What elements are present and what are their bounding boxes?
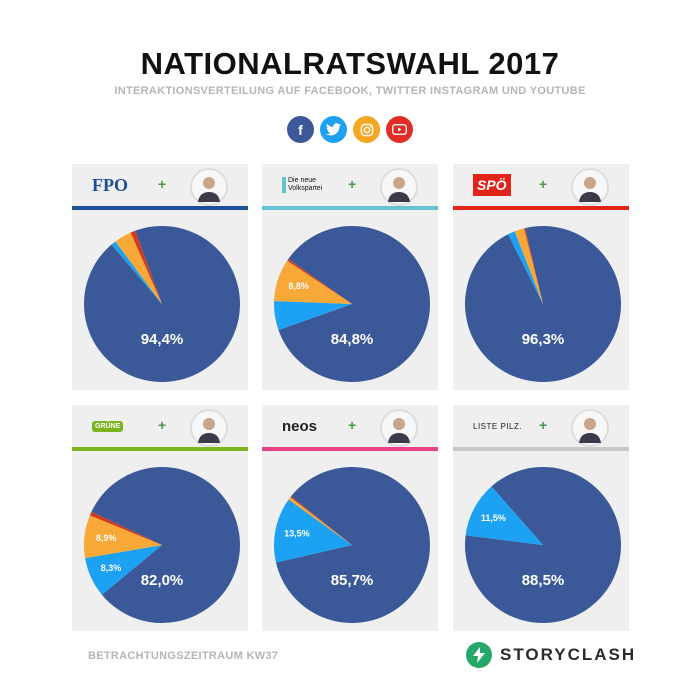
data-label-facebook: 84,8%	[331, 331, 374, 348]
data-label-facebook: 82,0%	[141, 572, 184, 589]
pie-slice-instagram	[288, 497, 352, 545]
pie-slice-twitter	[274, 301, 352, 330]
card-header: LISTE PILZ. +	[453, 405, 629, 447]
neos-logo: neos	[282, 417, 318, 435]
page-title: NATIONALRATSWAHL 2017	[140, 46, 560, 81]
plus-icon: +	[348, 417, 357, 433]
data-label-facebook: 96,3%	[522, 331, 565, 348]
plus-icon: +	[348, 176, 357, 192]
data-label-instagram: 8,8%	[288, 281, 309, 291]
card-header: SPÖ +	[453, 164, 629, 206]
pie-slice-youtube	[290, 496, 352, 545]
facebook-icon: f	[287, 116, 314, 143]
data-label-facebook: 94,4%	[141, 331, 184, 348]
social-icons: f	[0, 116, 700, 143]
pie-slice-twitter	[111, 241, 162, 304]
avatar	[380, 168, 418, 206]
party-logo: SPÖ	[473, 174, 511, 196]
pie-chart: 84,8% 8,8%	[274, 226, 430, 382]
pie-slice-instagram	[514, 228, 543, 304]
brand-logo: STORYCLASH	[466, 642, 636, 668]
party-color-stripe	[453, 206, 629, 210]
party-color-stripe	[262, 206, 438, 210]
card-header: GRÜNE +	[72, 405, 248, 447]
spoe-logo: SPÖ	[473, 174, 511, 196]
party-color-stripe	[72, 447, 248, 451]
data-label-instagram: 8,9%	[96, 533, 117, 543]
party-color-stripe	[262, 447, 438, 451]
pie-slice-facebook	[278, 226, 430, 382]
pie-slice-instagram	[274, 260, 352, 304]
instagram-icon	[353, 116, 380, 143]
party-card: SPÖ +96,3%	[453, 164, 629, 390]
plus-icon: +	[539, 417, 548, 433]
avatar	[571, 168, 609, 206]
data-label-facebook: 88,5%	[522, 572, 565, 589]
party-card: FPO +94,4%	[72, 164, 248, 390]
period-label: BETRACHTUNGSZEITRAUM KW37	[88, 650, 279, 662]
party-color-stripe	[72, 206, 248, 210]
pie-slice-twitter	[508, 231, 543, 304]
pie-chart: 88,5% 11,5%	[465, 467, 621, 623]
pie-chart: 82,0% 8,3% 8,9%	[84, 467, 240, 623]
pie-slice-youtube	[287, 258, 352, 304]
card-header: neos +	[262, 405, 438, 447]
party-logo: neos	[282, 415, 317, 437]
party-logo: FPO	[92, 174, 128, 196]
pie-slice-facebook	[275, 467, 430, 623]
avatar	[380, 409, 418, 447]
pie-chart: 96,3%	[464, 226, 621, 382]
card-header: Die neue Volkspartei +	[262, 164, 438, 206]
avatar	[190, 409, 228, 447]
pie-slice-facebook	[84, 226, 241, 382]
pie-slice-youtube	[130, 230, 162, 304]
card-header: FPO +	[72, 164, 248, 206]
pie-slice-twitter	[85, 545, 162, 595]
plus-icon: +	[158, 176, 167, 192]
party-card: neos +85,7% 13,5%	[262, 405, 438, 631]
pie-slice-twitter	[274, 499, 352, 563]
party-logo: GRÜNE	[92, 415, 124, 437]
avatar	[190, 168, 228, 206]
pie-chart: 85,7% 13,5%	[274, 467, 430, 623]
plus-icon: +	[158, 417, 167, 433]
lightning-icon	[466, 642, 492, 668]
pie-slice-instagram	[115, 232, 162, 304]
party-card: Die neue Volkspartei +84,8% 8,8%	[262, 164, 438, 390]
page-subtitle: INTERAKTIONSVERTEILUNG AUF FACEBOOK, TWI…	[114, 85, 586, 97]
data-label-facebook: 85,7%	[331, 572, 374, 589]
pie-slice-youtube	[89, 511, 162, 545]
pie-slice-instagram	[84, 515, 162, 559]
plus-icon: +	[539, 176, 548, 192]
pie-slice-facebook	[91, 467, 240, 623]
avatar	[571, 409, 609, 447]
pie-chart: 94,4%	[84, 226, 241, 382]
party-card: GRÜNE +82,0% 8,3% 8,9%	[72, 405, 248, 631]
data-label-twitter: 11,5%	[481, 513, 506, 523]
pie-slice-facebook	[464, 226, 621, 382]
party-color-stripe	[453, 447, 629, 451]
liste-pilz-logo: LISTE PILZ.	[473, 421, 523, 431]
twitter-icon	[320, 116, 347, 143]
pie-slice-youtube	[524, 228, 543, 304]
data-label-twitter: 8,3%	[101, 563, 122, 573]
party-logo: Die neue Volkspartei	[282, 174, 322, 196]
party-card: LISTE PILZ. +88,5% 11,5%	[453, 405, 629, 631]
brand-name: STORYCLASH	[500, 645, 637, 664]
gruene-logo: GRÜNE	[92, 420, 124, 432]
data-label-twitter: 13,5%	[284, 528, 310, 538]
fpo-logo: FPO	[92, 174, 128, 195]
pie-slice-twitter	[465, 486, 543, 545]
oevp-logo: Die neue Volkspartei	[282, 177, 322, 193]
party-logo: LISTE PILZ.	[473, 415, 522, 437]
youtube-icon	[386, 116, 413, 143]
